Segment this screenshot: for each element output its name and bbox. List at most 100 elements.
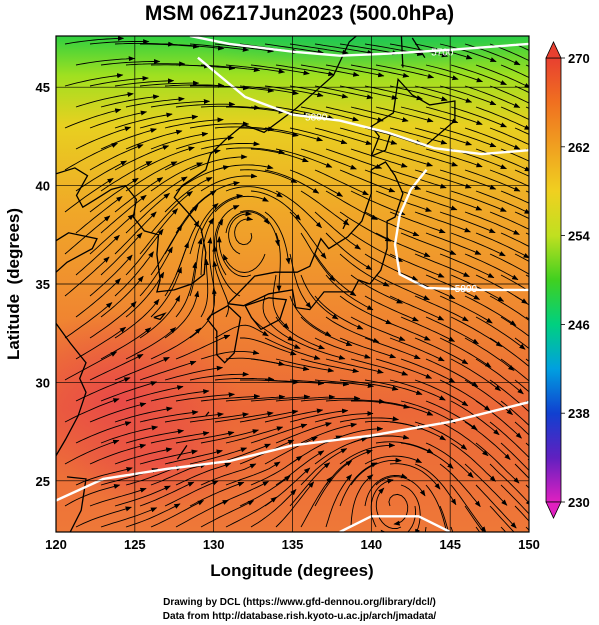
streamline [364,85,424,101]
streamline [225,64,286,74]
streamline [114,177,164,213]
streamline [439,463,481,508]
streamline [175,135,235,150]
streamline [500,232,529,247]
streamline [425,148,483,168]
streamline [300,448,348,486]
streamline [200,500,255,528]
colorbar-min-arrow [545,501,562,519]
streamline [75,56,136,66]
streamline [250,316,301,349]
streamline [325,398,386,404]
streamline [200,105,261,111]
streamline [514,337,529,350]
streamline [150,131,209,150]
streamline [214,43,275,53]
streamline [175,499,229,528]
streamline [75,506,132,528]
streamline [375,106,434,123]
y-tick-label: 25 [36,474,50,489]
streamline [450,442,497,482]
streamline [300,422,358,444]
streamline [275,358,335,373]
streamline [275,481,315,528]
streamline [175,64,236,71]
colorbar: 230 238 246 254 262 270 [545,41,590,519]
streamline [514,127,529,135]
streamline [75,278,121,318]
streamline [264,169,320,194]
streamline [275,64,335,77]
streamline [425,442,474,478]
streamline [325,358,384,374]
streamline [414,211,471,233]
streamline [389,337,445,362]
colorbar-tick-label: 246 [568,317,590,332]
streamline [89,254,133,297]
streamline [414,379,469,407]
streamline [325,64,385,78]
streamline [364,455,423,465]
streamline [500,190,529,204]
streamline [514,463,529,479]
streamline [300,190,350,226]
streamline [439,43,497,63]
x-tick-label: 130 [203,537,225,552]
streamline [314,410,374,423]
streamline [64,351,118,381]
coastline [227,161,404,311]
streamline [500,316,529,337]
streamline [325,232,373,270]
streamline [489,253,529,275]
streamline [364,169,422,190]
colorbar-tick-label: 230 [568,495,590,510]
x-tick-label: 125 [124,537,146,552]
streamline [89,39,150,45]
streamline [339,85,399,100]
streamline [250,358,310,372]
streamline [300,476,333,528]
streamline [350,106,409,123]
streamline [150,99,211,108]
streamline [75,421,132,444]
coastline [153,312,167,321]
streamline [212,260,229,318]
streamline [64,256,110,297]
streamline [500,64,529,79]
streamline [64,398,120,423]
streamline [125,271,165,318]
streamline [325,148,383,169]
streamline [125,503,181,528]
streamline [514,169,529,177]
streamline [339,462,378,507]
height-contour [197,56,529,156]
streamline [240,337,297,356]
streamline [226,106,286,114]
streamline [425,358,479,388]
height-contour [393,169,529,292]
streamline [275,450,325,486]
streamline [514,379,529,393]
streamline [200,141,260,150]
streamline [400,148,458,167]
streamline [439,127,497,148]
streamline [289,127,348,145]
streamline [389,127,448,145]
streamline [139,449,198,465]
streamline [100,194,147,234]
streamline [400,442,454,469]
contour-label: 5700 [431,48,454,59]
credit-data: Data from http://database.rish.kyoto-u.a… [162,611,437,622]
contour-label: 5900 [455,284,478,295]
streamline [364,295,419,322]
streamline [489,43,529,62]
streamline [424,526,427,532]
streamline [364,337,421,360]
streamline [125,429,185,444]
streamline [189,43,250,52]
streamline [89,144,144,171]
streamline [350,232,403,262]
streamline [89,443,147,465]
streamline [289,211,327,259]
streamline [139,246,173,297]
